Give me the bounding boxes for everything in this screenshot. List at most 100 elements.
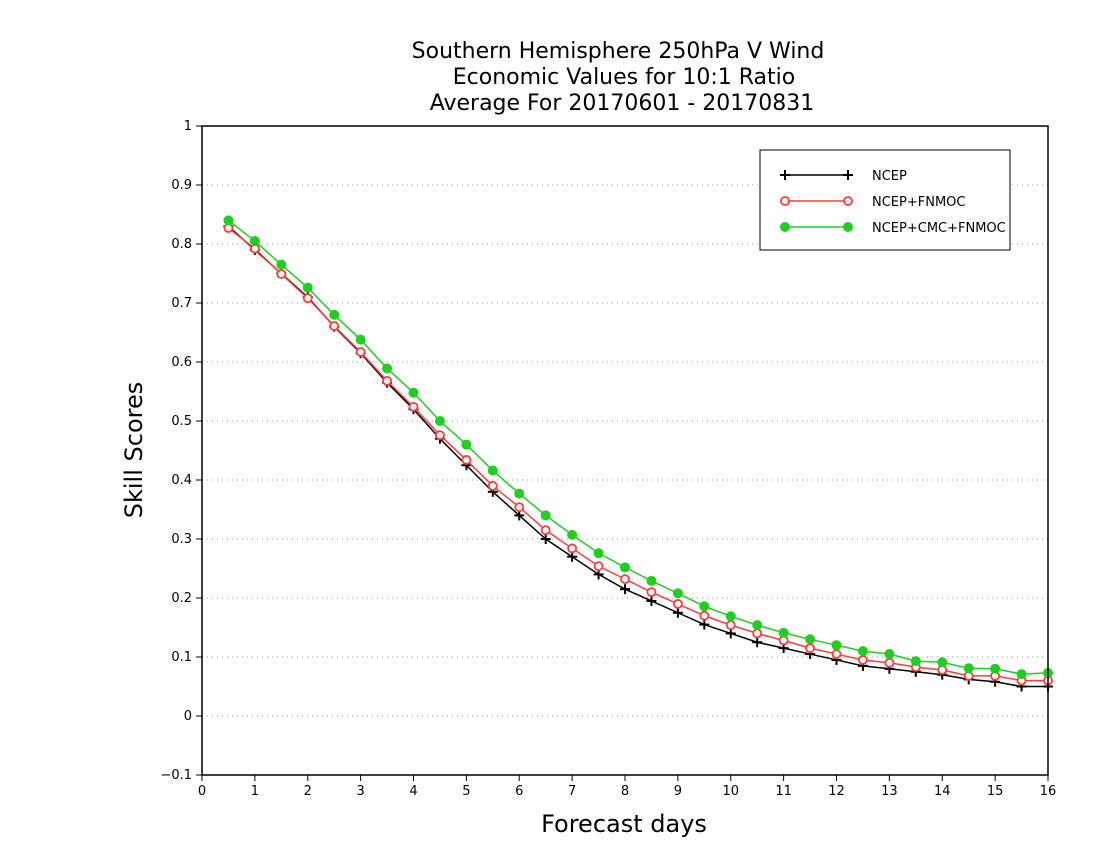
legend: NCEP NCEP+FNMOC NCEP+CMC+FNMOC xyxy=(759,149,1011,251)
x-tick-label: 11 xyxy=(775,784,792,799)
x-tick-label: 15 xyxy=(987,784,1004,799)
data-point xyxy=(646,587,657,597)
data-point xyxy=(540,534,551,544)
chart-title: Southern Hemisphere 250hPa V Wind Econom… xyxy=(412,39,825,116)
y-tick-label: 0.7 xyxy=(171,296,192,311)
data-point xyxy=(567,543,578,554)
data-point xyxy=(249,236,260,247)
data-point xyxy=(672,599,683,609)
y-axis-title: Skill Scores xyxy=(120,382,148,519)
data-point xyxy=(699,610,710,621)
data-point xyxy=(461,455,472,465)
series-ncep-cmc-fnmoc xyxy=(223,215,1053,680)
data-point xyxy=(858,655,868,665)
legend-marker xyxy=(843,170,853,180)
data-point xyxy=(990,663,1001,674)
legend-item: NCEP+FNMOC xyxy=(780,195,965,210)
x-axis-ticks: 0 1 2 3 4 5 6 7 8 9 10 11 12 13 14 15 16 xyxy=(198,775,1056,799)
data-point xyxy=(752,628,763,639)
data-point xyxy=(593,548,604,559)
data-point xyxy=(646,595,657,606)
x-tick-label: 3 xyxy=(356,784,364,799)
series-line xyxy=(227,225,1048,688)
data-point xyxy=(725,620,736,631)
data-point xyxy=(805,643,815,654)
y-tick-label: 0.2 xyxy=(171,591,192,606)
legend-box xyxy=(759,149,1011,251)
data-point xyxy=(567,551,578,562)
x-tick-label: 13 xyxy=(881,784,898,799)
data-point xyxy=(884,649,895,660)
data-point xyxy=(910,656,921,667)
y-tick-label: 0.8 xyxy=(171,237,192,252)
y-tick-label: 0.4 xyxy=(171,473,192,488)
data-point xyxy=(937,657,948,668)
data-point xyxy=(434,416,445,426)
data-point xyxy=(593,561,604,572)
x-tick-label: 7 xyxy=(568,784,576,799)
data-point xyxy=(857,646,868,657)
data-point xyxy=(514,510,525,521)
data-point xyxy=(620,584,630,595)
data-point xyxy=(620,562,630,573)
legend-marker xyxy=(843,222,853,232)
x-tick-label: 4 xyxy=(409,784,417,799)
data-point xyxy=(302,293,313,304)
data-point xyxy=(408,401,419,412)
data-point xyxy=(805,634,816,645)
x-tick-label: 9 xyxy=(674,784,682,799)
data-point xyxy=(963,663,974,674)
data-point xyxy=(514,502,525,513)
series-line xyxy=(227,227,1048,682)
data-point xyxy=(699,601,710,612)
data-point xyxy=(752,620,763,631)
legend-marker xyxy=(780,196,790,206)
chart-title-line-2: Economic Values for 10:1 Ratio xyxy=(453,65,795,90)
legend-label: NCEP+CMC+FNMOC xyxy=(872,221,1006,236)
x-tick-label: 0 xyxy=(198,784,206,799)
data-point xyxy=(540,525,551,536)
legend-marker xyxy=(843,196,853,206)
data-point xyxy=(514,488,525,499)
y-tick-label: 0.9 xyxy=(171,178,192,193)
data-point xyxy=(725,628,736,639)
y-tick-label: 0.6 xyxy=(171,355,192,370)
y-tick-label: −0.1 xyxy=(160,768,192,783)
series-ncep xyxy=(223,221,1053,692)
x-tick-label: 10 xyxy=(722,784,739,799)
legend-item: NCEP xyxy=(780,169,907,184)
series-line xyxy=(227,219,1049,675)
y-tick-label: 0.3 xyxy=(171,532,192,547)
data-point xyxy=(831,649,842,659)
chart-title-line-3: Average For 20170601 - 20170831 xyxy=(430,91,815,116)
legend-item: NCEP+CMC+FNMOC xyxy=(780,221,1006,236)
y-tick-label: 0 xyxy=(184,709,192,724)
data-point xyxy=(593,569,604,580)
x-tick-label: 8 xyxy=(621,784,629,799)
data-point xyxy=(778,627,789,638)
data-point xyxy=(487,480,498,491)
data-point xyxy=(408,387,419,398)
data-point xyxy=(276,259,287,270)
legend-marker xyxy=(780,170,790,180)
x-axis-title: Forecast days xyxy=(541,810,707,838)
x-tick-label: 1 xyxy=(251,784,259,799)
legend-label: NCEP xyxy=(872,169,907,184)
data-point xyxy=(355,334,366,345)
data-point xyxy=(752,637,763,648)
x-tick-label: 16 xyxy=(1040,784,1057,799)
data-point xyxy=(223,215,234,226)
series-layer xyxy=(223,215,1053,692)
data-point xyxy=(461,439,472,450)
series-ncep-fnmoc xyxy=(223,223,1053,686)
data-point xyxy=(329,309,340,320)
data-point xyxy=(831,640,842,651)
x-tick-label: 12 xyxy=(828,784,845,799)
data-point xyxy=(672,607,683,618)
legend-marker xyxy=(780,222,790,232)
x-tick-label: 2 xyxy=(304,784,312,799)
data-point xyxy=(672,588,683,599)
data-point xyxy=(435,430,445,441)
